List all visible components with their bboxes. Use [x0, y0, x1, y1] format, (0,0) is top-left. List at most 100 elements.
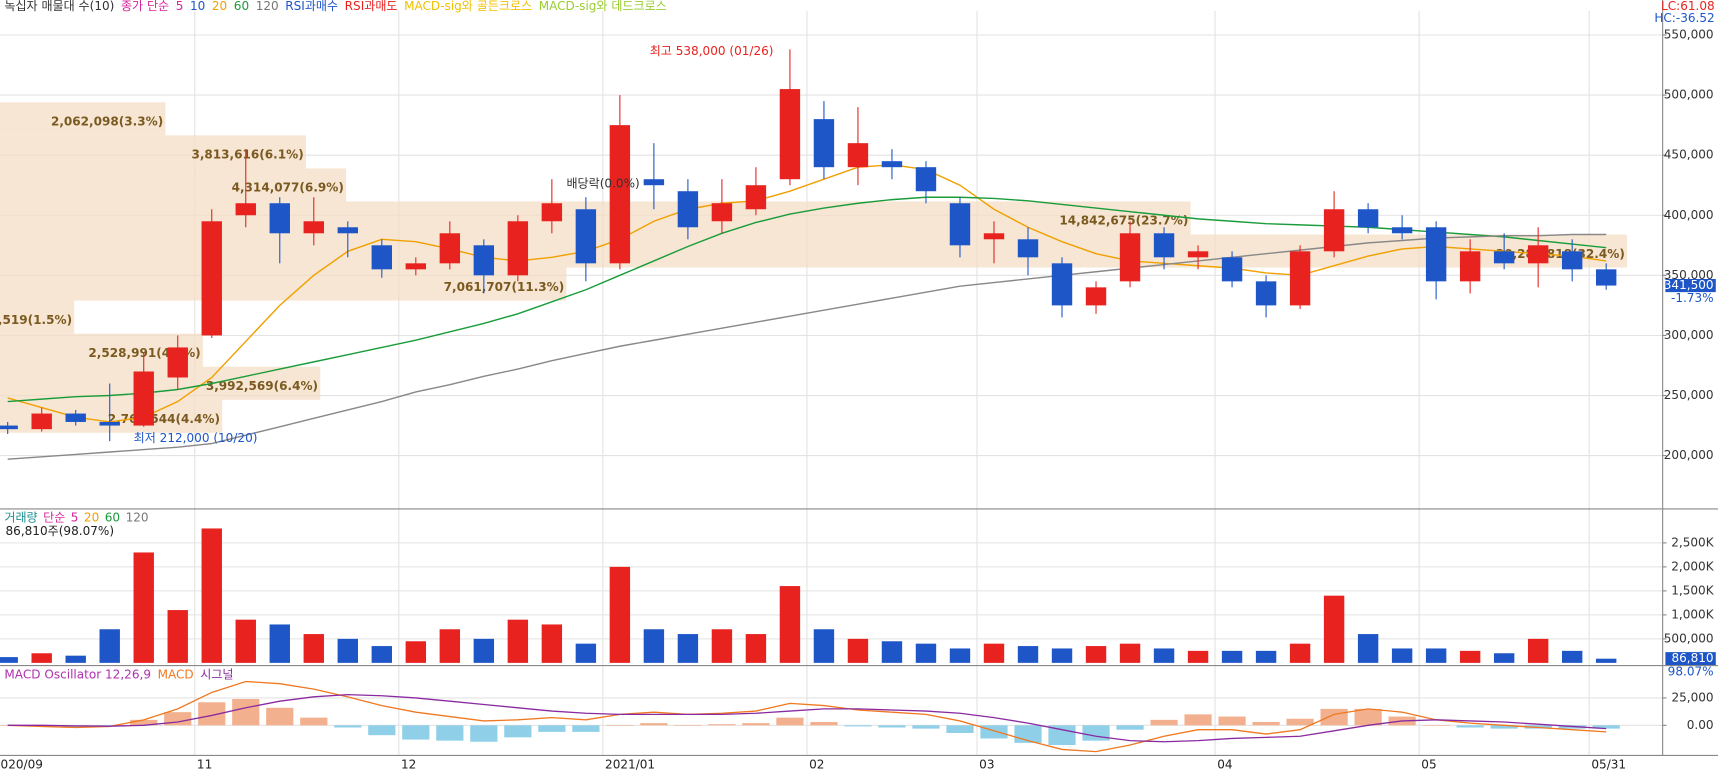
legend-item: 거래량 [4, 511, 37, 525]
volume-bar [1085, 646, 1107, 663]
volume-bar [1119, 643, 1141, 663]
candle-body [813, 119, 835, 168]
candle-body [1153, 233, 1175, 258]
volume-bar [881, 641, 903, 663]
volume-profile-label: 3,813,616(6.1%) [191, 148, 303, 162]
candle-body [1459, 251, 1481, 282]
oscillator-bar [1116, 725, 1144, 730]
oscillator-bar [1354, 708, 1382, 726]
current-label: 86,810 [1671, 651, 1713, 665]
volume-bar [813, 629, 835, 663]
candle-body [575, 209, 597, 264]
candle-body [235, 203, 256, 216]
candle-body [643, 179, 665, 186]
candle-body [507, 221, 529, 276]
current-change: -1.73% [1671, 291, 1714, 305]
y-tick-label: 0.00 [1687, 718, 1714, 732]
legend-item: MACD-sig와 골든크로스 [404, 0, 532, 13]
candle-body [609, 125, 631, 264]
oscillator-bar [1286, 718, 1314, 726]
candle-body [1323, 209, 1345, 252]
x-tick-label: 12 [401, 757, 416, 771]
volume-bar [473, 638, 495, 663]
candle-body [1391, 227, 1413, 234]
volume-bar [1255, 650, 1277, 663]
oscillator-bar [334, 725, 362, 728]
oscillator-bar [538, 725, 566, 732]
oscillator-bar [640, 723, 668, 726]
x-tick-label: 02 [809, 757, 824, 771]
candle-body [949, 203, 971, 246]
candle-body [677, 191, 699, 228]
macd-line [7, 680, 1607, 753]
legend-item: 120 [126, 511, 149, 525]
oscillator-bar [368, 725, 396, 736]
candle-body [1119, 233, 1141, 282]
volume-bar [133, 552, 154, 663]
oscillator-bar [606, 725, 634, 726]
y-tick-label: 400,000 [1664, 208, 1714, 222]
volume-bar [1051, 648, 1073, 663]
candle-body [269, 203, 290, 234]
volume-bar [1221, 650, 1243, 663]
volume-bar [1561, 650, 1583, 663]
volume-bar [1153, 648, 1175, 663]
oscillator-bar [1048, 725, 1076, 746]
volume-bar [1017, 646, 1039, 663]
candle-body [1289, 251, 1311, 306]
candle-body [541, 203, 563, 222]
volume-profile-label: 2,062,098(3.3%) [51, 115, 163, 129]
candle-body [847, 143, 869, 168]
volume-bar [949, 648, 971, 663]
legend-item: 60 [105, 511, 120, 525]
volume-bar [167, 610, 188, 663]
candle-body [711, 203, 733, 222]
volume-bar [541, 624, 563, 663]
volume-bar [983, 643, 1005, 663]
x-tick-label: 05/31 [1591, 757, 1626, 771]
oscillator-bar [1456, 725, 1484, 728]
legend-item: 20 [212, 0, 227, 13]
candle-body [1187, 251, 1209, 258]
candle-body [881, 161, 903, 168]
y-tick-label: 500,000 [1664, 88, 1714, 102]
current-change: 98.07% [1668, 664, 1714, 678]
volume-bar [779, 586, 801, 663]
volume-bar [609, 566, 631, 663]
volume-profile-label: 7,061,707(11.3%) [444, 280, 565, 294]
candle-body [1255, 281, 1277, 306]
legend-item: 녹십자 매물대 수(10) [4, 0, 114, 13]
candle-body [1051, 263, 1073, 306]
current-tag [1665, 278, 1716, 293]
candle-body [405, 263, 427, 270]
oscillator-bar [980, 725, 1008, 739]
backdrop [0, 10, 1663, 756]
candle-body [779, 89, 801, 180]
hc-label: HC:-36.52 [1654, 11, 1714, 25]
y-tick-label: 550,000 [1664, 27, 1714, 41]
legend-item: 5 [176, 0, 184, 13]
volume-bar [1493, 653, 1515, 663]
oscillator-bar [266, 707, 294, 726]
candle-body [1085, 287, 1107, 306]
volume-bar [677, 634, 699, 663]
oscillator-bar [470, 725, 498, 742]
oscillator-bar [300, 717, 328, 726]
candle-body [1357, 209, 1379, 228]
legend-item: 20 [84, 511, 99, 525]
volume-bar [1391, 648, 1413, 663]
x-tick-label: 11 [197, 757, 212, 771]
volume-bar [1323, 595, 1345, 663]
macd-line [7, 693, 1607, 743]
oscillator-bar [198, 702, 226, 726]
x-tick-label: 2021/01 [605, 757, 655, 771]
volume-bar [915, 643, 937, 663]
candle-body [1425, 227, 1447, 282]
volume-bar [1425, 648, 1447, 663]
volume-profile-label: 4,314,077(6.9%) [232, 181, 344, 195]
oscillator-bar [946, 725, 974, 733]
volume-bar [1527, 638, 1549, 663]
volume-bar [507, 619, 529, 663]
y-tick-label: 1,500K [1671, 583, 1714, 597]
